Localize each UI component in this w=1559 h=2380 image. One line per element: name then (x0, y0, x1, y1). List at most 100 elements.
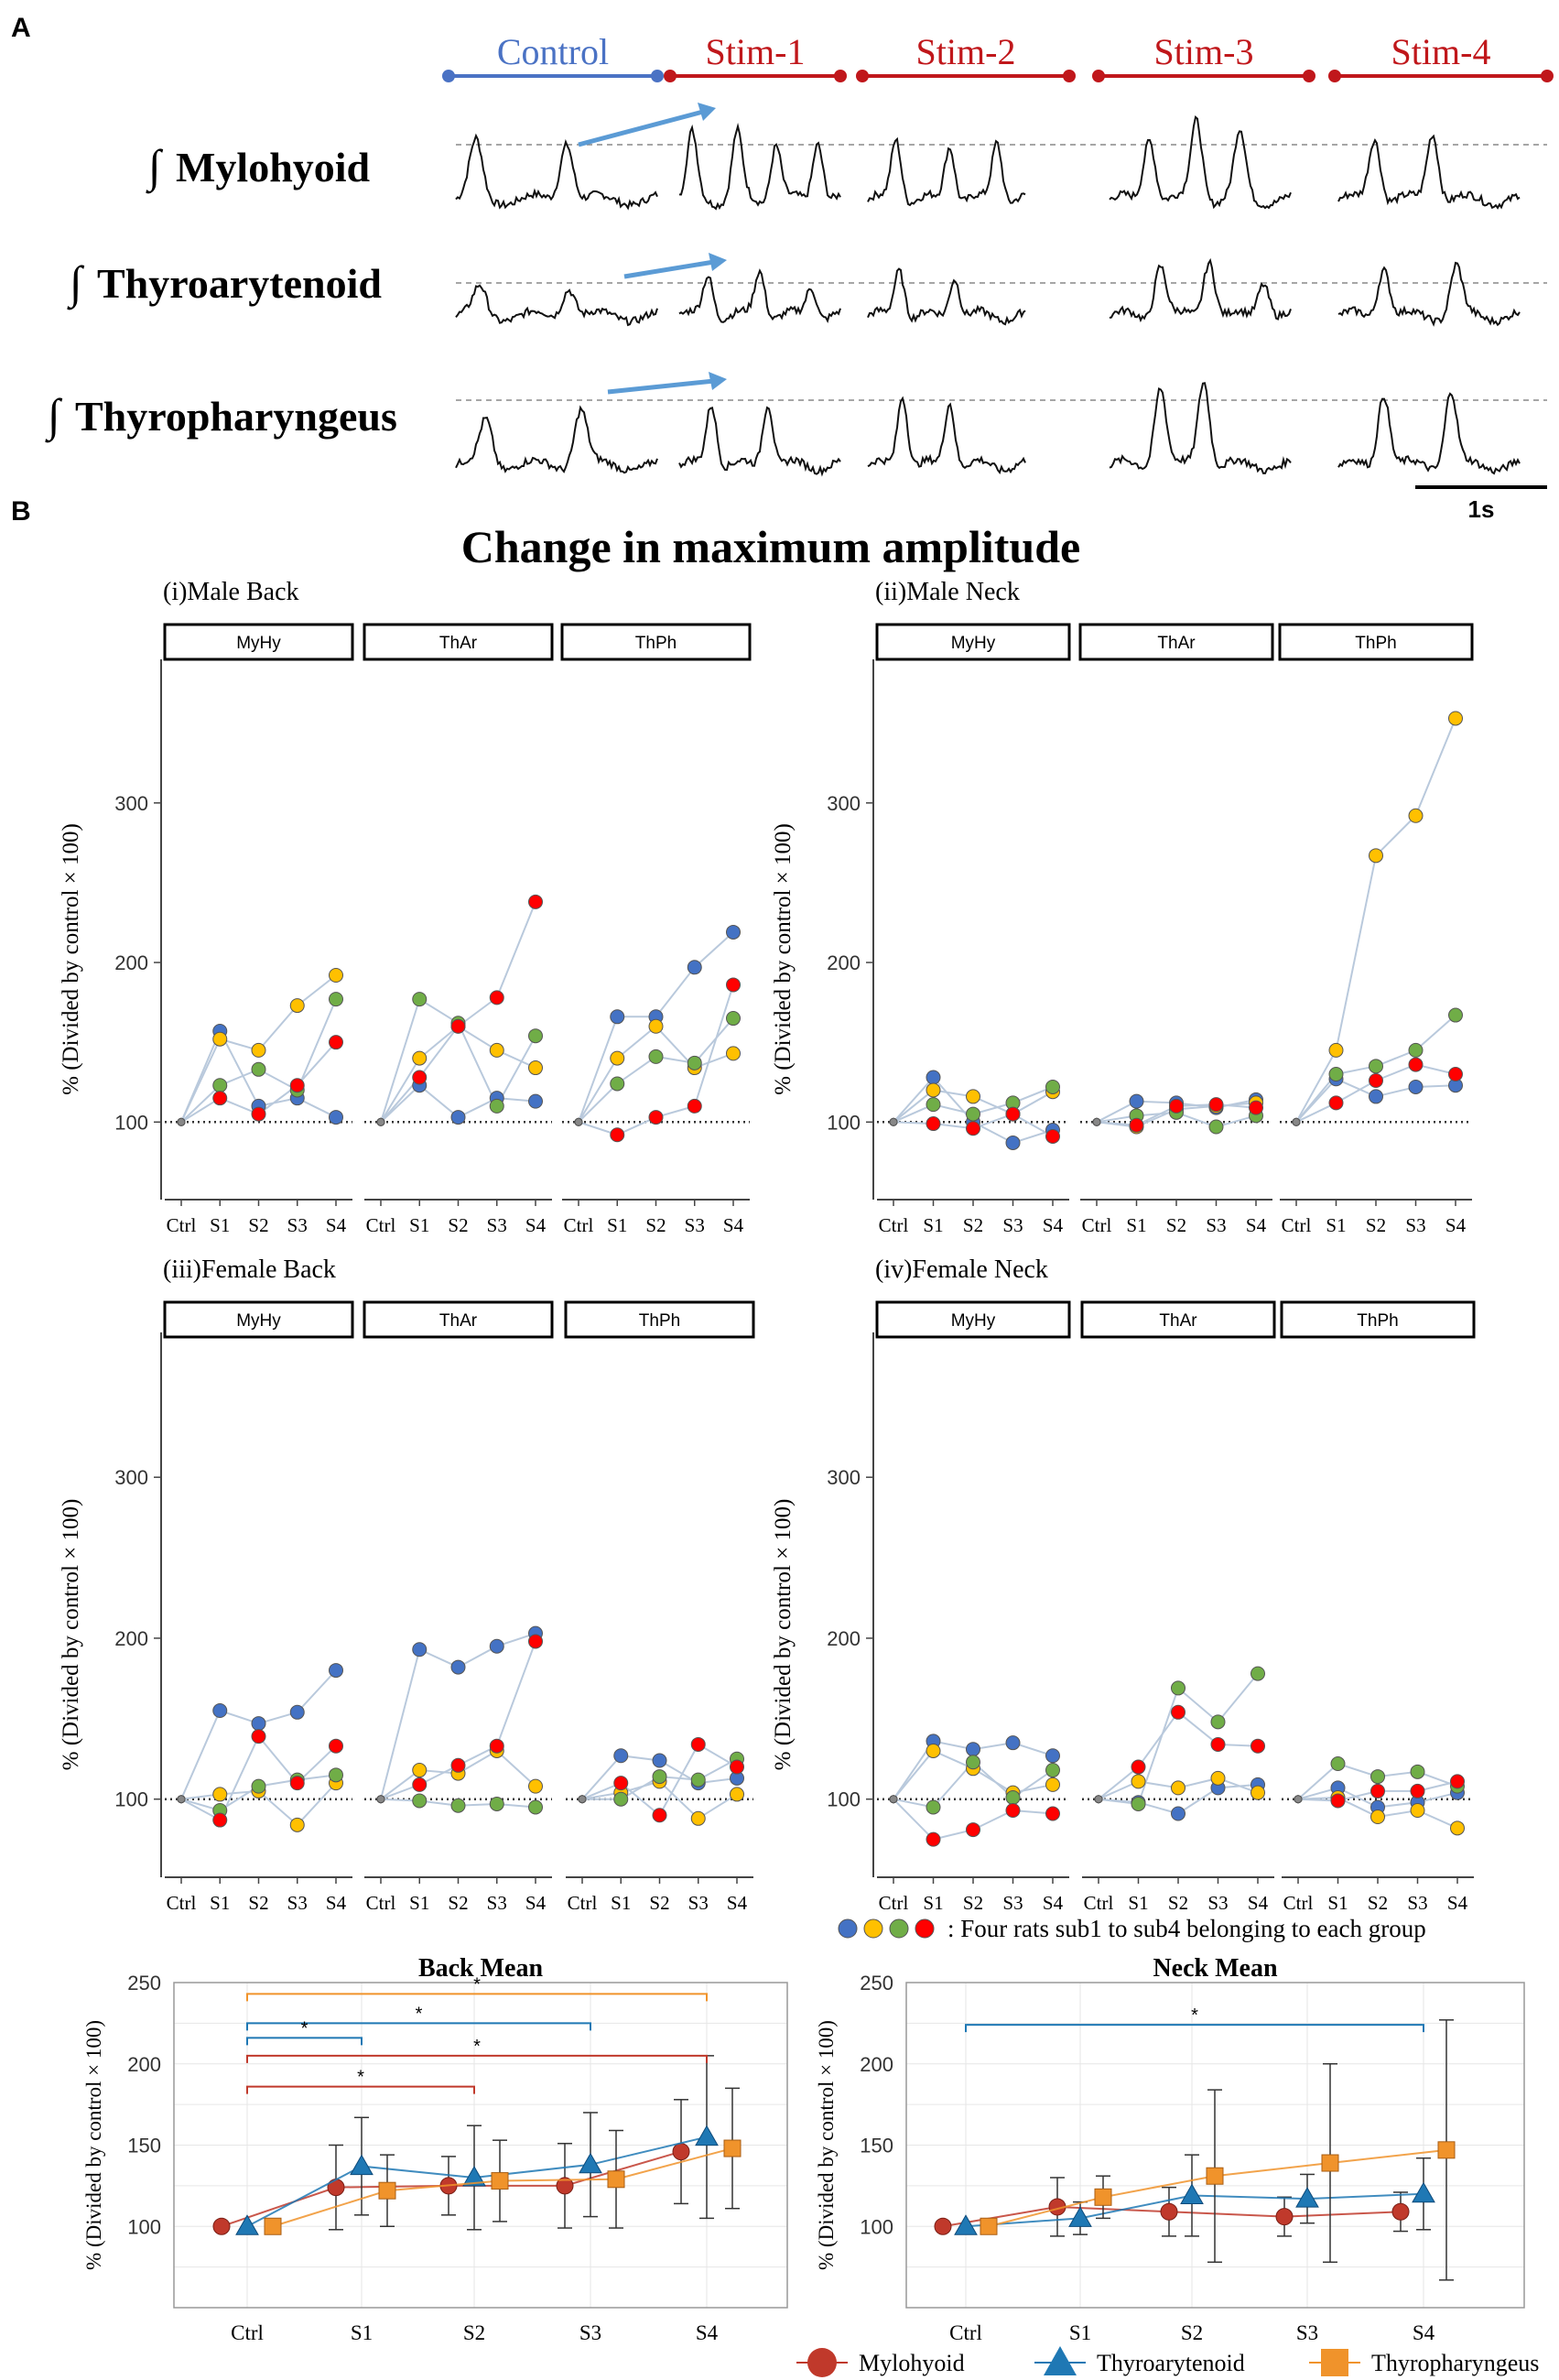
data-point (528, 1093, 543, 1109)
muscle-label-thyroarytenoid: Thyroarytenoid (97, 260, 382, 307)
data-point (212, 1091, 228, 1106)
facet-header (1080, 1300, 1276, 1339)
data-point (1169, 1098, 1184, 1114)
y-tick-label: 300 (827, 792, 861, 815)
data-point (412, 992, 428, 1007)
data-point (450, 1798, 466, 1813)
y-axis-label: % (Divided by control × 100) (59, 1499, 83, 1771)
x-tick-label: S4 (1043, 1214, 1064, 1236)
data-point (1408, 808, 1424, 823)
data-point (329, 968, 343, 983)
facet-label: ThAr (1157, 634, 1196, 653)
facet-label: ThAr (439, 634, 478, 653)
data-point (652, 1769, 667, 1785)
data-point (648, 1018, 664, 1034)
y-tick-label: 300 (827, 1466, 861, 1489)
data-point (1129, 1093, 1144, 1109)
condition-bar-end (856, 70, 869, 82)
condition-bar-end (1063, 70, 1076, 82)
x-tick-label: S1 (210, 1892, 230, 1914)
mean-marker (980, 2217, 998, 2235)
x-tick-label: S3 (688, 1892, 709, 1914)
data-point (1208, 1119, 1224, 1135)
muscle-label-thyropharyngeus: Thyropharyngeus (75, 393, 397, 440)
mean-marker (327, 2179, 345, 2197)
data-point (528, 894, 543, 909)
data-point (966, 1089, 980, 1104)
trace (1109, 382, 1292, 474)
data-point (1171, 1704, 1185, 1720)
significance-bracket (246, 2085, 475, 2094)
data-point (450, 1018, 466, 1034)
x-tick-label: S3 (487, 1214, 507, 1236)
data-point (1005, 1135, 1021, 1150)
data-point (1369, 1059, 1383, 1074)
mean-marker (556, 2177, 574, 2195)
data-point (1005, 1803, 1021, 1818)
data-point (376, 1795, 385, 1804)
data-point (1250, 1785, 1265, 1800)
x-tick-label: S2 (649, 1892, 669, 1914)
facet-label: ThPh (1357, 1311, 1398, 1331)
facet-header (1280, 1300, 1476, 1339)
facet-label: ThAr (1159, 1311, 1197, 1331)
significance-star: * (1191, 2005, 1198, 2026)
facet-header (363, 623, 554, 661)
facet-header (163, 623, 354, 661)
mean-marker (264, 2217, 282, 2235)
mean-marker (491, 2172, 509, 2190)
data-point (613, 1776, 629, 1791)
mean-marker (235, 2214, 259, 2235)
data-point (212, 1703, 228, 1719)
x-tick-label: S4 (1246, 1214, 1267, 1236)
data-point (1045, 1748, 1060, 1764)
mean-charts: Back Mean 100 150 200 250 % (Divided by contr… (82, 1954, 1525, 2344)
scatter-panel-title: (iii)Female Back (163, 1255, 336, 1284)
data-point (926, 1070, 941, 1085)
significance-star: * (357, 2068, 364, 2088)
y-tick-label: 100 (114, 1111, 148, 1134)
data-point (289, 1078, 305, 1093)
series-legend: Mylohyoid Thyroarytenoid Thyropharyngeus (796, 2346, 1539, 2377)
y-tick-label: 100 (827, 1788, 861, 1811)
y-tick-label: 150 (127, 2135, 161, 2157)
condition-label: Stim-4 (1391, 31, 1491, 72)
data-point (1410, 1764, 1425, 1779)
y-axis-label: % (Divided by control × 100) (59, 823, 83, 1095)
condition-bar-end (1541, 70, 1554, 82)
data-point (578, 1795, 587, 1804)
facet-header (875, 623, 1071, 661)
x-tick-label: S2 (1368, 1892, 1388, 1914)
integral-symbol: ∫ (146, 140, 164, 194)
muscle-labels: ∫ Mylohyoid ∫ Thyroarytenoid ∫ Thyrophar… (45, 140, 397, 443)
scatter-panel: (iv)Female Neck % (Divided by control × 1… (771, 1255, 1476, 1914)
arrow (578, 109, 704, 147)
data-point (966, 1121, 980, 1136)
data-point (1171, 1806, 1185, 1821)
data-point (1210, 1770, 1226, 1786)
data-point (652, 1753, 667, 1768)
data-point (1171, 1780, 1185, 1796)
data-point (730, 1759, 744, 1775)
data-point (212, 1078, 228, 1093)
condition-label: Stim-2 (916, 31, 1016, 72)
x-tick-label: S2 (1166, 1214, 1186, 1236)
subject-legend-dot (889, 1918, 909, 1939)
scatter-panel-title: (ii)Male Neck (875, 578, 1020, 606)
data-point (489, 1796, 504, 1811)
data-point (610, 1076, 625, 1092)
x-tick-label: S3 (579, 2321, 601, 2344)
y-axis-label: % (Divided by control × 100) (82, 2020, 105, 2270)
y-tick-label: 200 (827, 951, 861, 974)
x-tick-label: S2 (448, 1892, 468, 1914)
emg-traces (455, 115, 1521, 477)
mean-marker (1321, 2154, 1339, 2172)
x-tick-label: S3 (1002, 1892, 1023, 1914)
x-tick-label: Ctrl (564, 1214, 594, 1236)
trace (455, 405, 658, 474)
data-point (1410, 1783, 1425, 1799)
data-point (329, 992, 343, 1007)
trace (1109, 115, 1292, 210)
mean-marker (212, 2217, 231, 2235)
